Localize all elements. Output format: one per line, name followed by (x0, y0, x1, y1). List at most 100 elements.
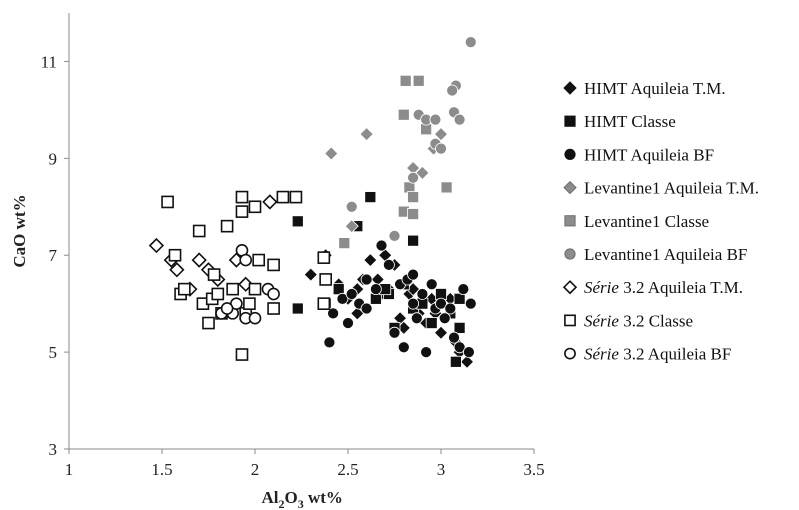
legend-marker-diamond (562, 280, 578, 295)
legend-label: Série 3.2 Aquileia BF (584, 345, 731, 364)
data-point-square (252, 253, 266, 267)
data-point-square (397, 108, 410, 121)
data-point-diamond (169, 262, 185, 278)
legend-marker-diamond (563, 180, 577, 195)
data-point-square (289, 190, 303, 204)
data-point-square (235, 348, 249, 361)
y-axis-title: CaO wt% (10, 194, 29, 267)
chart-legend: HIMT Aquileia T.M. HIMT Classe HIMT Aquile… (562, 79, 759, 364)
data-point-square (161, 195, 174, 209)
data-point-square (453, 321, 466, 334)
x-axis-title: Al2O3 wt% (262, 488, 343, 510)
data-point-square (267, 258, 280, 272)
data-point-square (267, 302, 280, 315)
legend-marker-circle (564, 347, 576, 360)
data-point-diamond (262, 194, 278, 210)
legend-item: Levantine1 Aquileia BF (564, 245, 747, 264)
data-point-diamond (359, 127, 374, 142)
data-point-circle (345, 288, 358, 300)
data-point-square (399, 74, 412, 87)
data-points (148, 36, 477, 369)
legend-label: Levantine1 Classe (584, 212, 709, 231)
data-point-diamond (363, 253, 378, 268)
x-axis-title-tail: wt% (304, 488, 343, 507)
data-point-diamond (303, 267, 318, 282)
x-axis-title-sub2: 3 (298, 497, 304, 510)
data-point-circle (397, 341, 410, 354)
data-point-diamond (148, 237, 165, 254)
data-point-circle (407, 171, 420, 184)
data-point-square (291, 302, 304, 315)
data-point-square (177, 282, 191, 296)
data-point-square (412, 74, 425, 87)
x-tick-label: 1 (65, 460, 74, 479)
legend-marker-square (564, 314, 576, 327)
data-point-circle (453, 341, 466, 354)
data-point-square (317, 297, 331, 310)
x-tick-label: 2.5 (337, 460, 358, 479)
data-point-square (235, 205, 249, 218)
data-point-square (407, 208, 420, 220)
data-point-square (202, 316, 215, 330)
data-point-circle (438, 312, 451, 325)
data-point-circle (410, 312, 423, 325)
data-point-square (291, 215, 304, 228)
data-point-square (276, 190, 290, 204)
data-point-circle (464, 36, 477, 48)
data-point-circle (369, 283, 382, 296)
data-point-circle (382, 258, 395, 271)
data-point-circle (388, 326, 401, 339)
legend-item: Levantine1 Aquileia T.M. (563, 179, 759, 198)
legend-item: Levantine1 Classe (564, 212, 709, 231)
y-tick-label: 11 (41, 52, 57, 71)
data-point-square (364, 191, 377, 204)
legend-marker-diamond (563, 81, 577, 95)
data-point-circle (375, 239, 388, 252)
data-point-circle (327, 307, 340, 320)
legend-marker-circle (564, 248, 576, 260)
legend-item: Série 3.2 Aquileia T.M. (562, 278, 743, 297)
y-tick-label: 3 (49, 440, 58, 459)
tick-labels: 1 1.5 2 2.5 3 3.5 3 5 7 9 11 (41, 52, 545, 479)
data-point-circle (462, 346, 475, 359)
data-point-circle (336, 292, 349, 305)
y-tick-label: 5 (49, 343, 58, 362)
data-point-circle (342, 317, 354, 329)
legend-item: HIMT Classe (564, 112, 676, 131)
legend-label: HIMT Classe (584, 112, 676, 131)
data-point-diamond (433, 127, 449, 142)
data-point-circle (407, 268, 420, 281)
data-point-diamond (191, 252, 207, 268)
data-point-square (338, 237, 351, 250)
data-point-square (319, 273, 333, 286)
legend-label: HIMT Aquileia T.M. (584, 79, 726, 98)
legend-label: Série 3.2 Aquileia T.M. (584, 278, 743, 297)
data-point-square (425, 317, 438, 329)
data-point-square (243, 297, 256, 310)
data-point-circle (457, 283, 470, 296)
legend-label: HIMT Aquileia BF (584, 145, 714, 164)
y-tick-label: 9 (49, 149, 58, 168)
data-point-circle (388, 229, 401, 242)
data-point-square (248, 200, 262, 214)
data-point-circle (429, 113, 442, 126)
data-point-circle (448, 331, 460, 344)
data-point-circle (416, 288, 429, 300)
data-point-square (407, 234, 420, 247)
data-point-circle (446, 84, 459, 97)
legend-item: HIMT Aquileia T.M. (563, 79, 726, 98)
legend-label: Levantine1 Aquileia T.M. (584, 179, 759, 198)
data-point-circle (323, 336, 336, 349)
data-point-square (211, 287, 225, 301)
legend-marker-circle (564, 148, 576, 160)
legend-item: Série 3.2 Classe (564, 311, 693, 330)
x-axis-title-main: Al (262, 488, 279, 507)
data-point-diamond (344, 219, 359, 234)
data-point-square (220, 219, 234, 233)
data-point-diamond (459, 354, 475, 369)
data-point-circle (239, 253, 253, 267)
data-point-diamond (324, 146, 339, 161)
legend-label: Série 3.2 Classe (584, 311, 693, 330)
x-axis-title-rest: O (285, 488, 298, 507)
data-point-diamond (433, 325, 449, 340)
